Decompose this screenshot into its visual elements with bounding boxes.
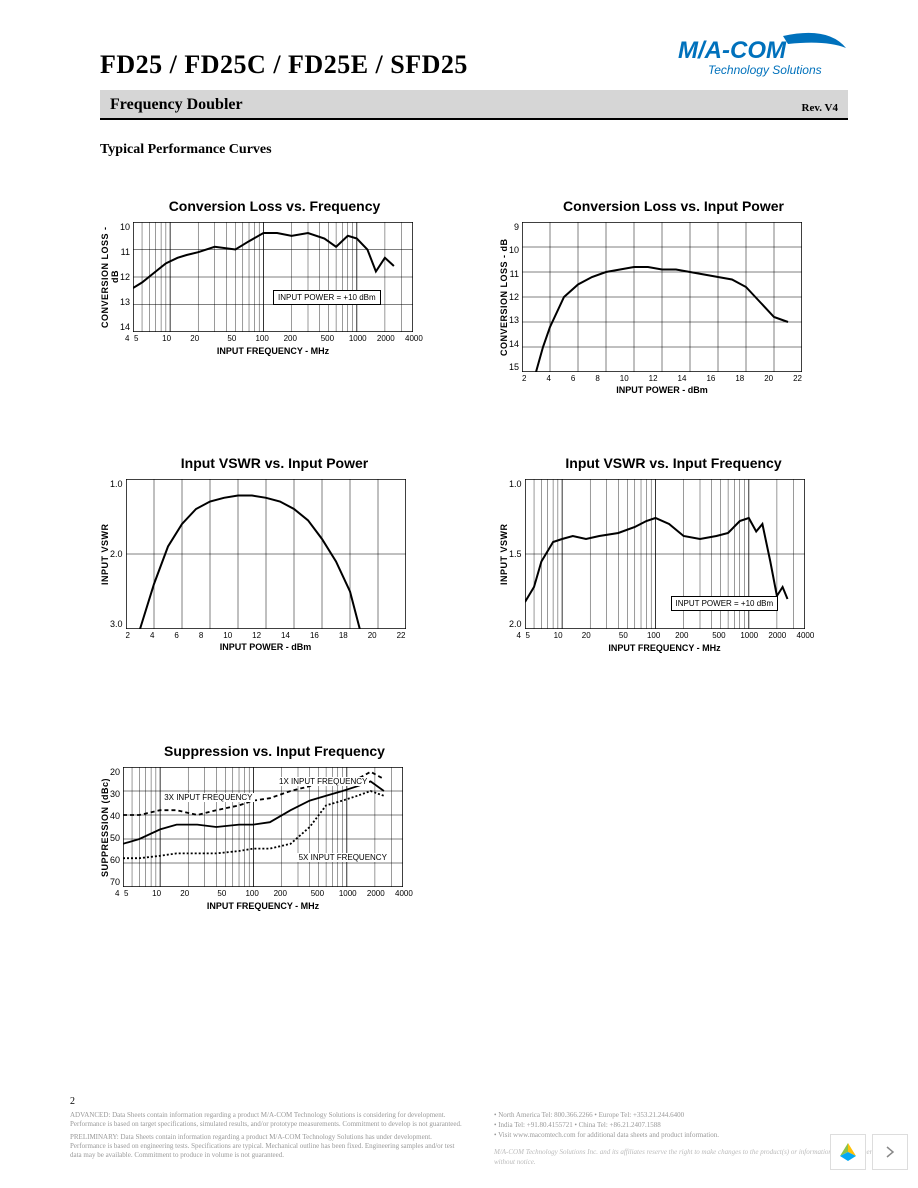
- pdf-nav-widget: [830, 1134, 908, 1170]
- plot-area: [126, 479, 406, 629]
- footer-left: ADVANCED: Data Sheets contain informatio…: [70, 1111, 464, 1168]
- svg-text:Technology Solutions: Technology Solutions: [708, 63, 822, 77]
- chart-vswr-power: Input VSWR vs. Input Power INPUT VSWR 1.…: [100, 455, 449, 653]
- x-axis-label: INPUT FREQUENCY - MHz: [123, 901, 403, 911]
- section-title: Typical Performance Curves: [100, 142, 848, 158]
- chart-title: Input VSWR vs. Input Frequency: [499, 455, 848, 471]
- chart-title: Conversion Loss vs. Frequency: [100, 198, 449, 214]
- chart-title: Conversion Loss vs. Input Power: [499, 198, 848, 214]
- chart-title: Suppression vs. Input Frequency: [100, 743, 449, 759]
- y-ticks: 203040506070: [110, 767, 120, 887]
- chart-annotation: INPUT POWER = +10 dBm: [273, 290, 381, 305]
- x-ticks: 45102050100200500100020004000: [525, 631, 805, 641]
- x-ticks: 246810121416182022: [522, 374, 802, 383]
- x-axis-label: INPUT POWER - dBm: [126, 642, 406, 652]
- page-number: 2: [70, 1096, 888, 1107]
- series-label: 1X INPUT FREQUENCY: [277, 777, 369, 786]
- x-ticks: 45102050100200500100020004000: [123, 889, 403, 899]
- x-ticks: 45102050100200500100020004000: [133, 334, 413, 344]
- x-axis-label: INPUT FREQUENCY - MHz: [133, 346, 413, 356]
- nav-next-icon[interactable]: [872, 1134, 908, 1170]
- footer-right: • North America Tel: 800.366.2266 • Euro…: [494, 1111, 888, 1168]
- chart-vswr-freq: Input VSWR vs. Input Frequency INPUT VSW…: [499, 455, 848, 653]
- chart-title: Input VSWR vs. Input Power: [100, 455, 449, 471]
- nav-logo-icon[interactable]: [830, 1134, 866, 1170]
- y-axis-label: INPUT VSWR: [100, 479, 110, 629]
- chart-suppression: Suppression vs. Input Frequency SUPPRESS…: [100, 743, 449, 911]
- y-ticks: 1.01.52.0: [509, 479, 522, 629]
- x-axis-label: INPUT FREQUENCY - MHz: [525, 643, 805, 653]
- part-title: FD25 / FD25C / FD25E / SFD25: [100, 30, 468, 80]
- chart-conv-loss-freq: Conversion Loss vs. Frequency CONVERSION…: [100, 198, 449, 395]
- y-ticks: 1011121314: [120, 222, 130, 332]
- y-axis-label: INPUT VSWR: [499, 479, 509, 629]
- series-label: 3X INPUT FREQUENCY: [162, 793, 254, 802]
- x-axis-label: INPUT POWER - dBm: [522, 385, 802, 395]
- y-ticks: 9101112131415: [509, 222, 519, 372]
- series-label: 5X INPUT FREQUENCY: [297, 853, 389, 862]
- plot-area: INPUT POWER = +10 dBm: [133, 222, 413, 332]
- chart-annotation: INPUT POWER = +10 dBm: [671, 596, 779, 611]
- subtitle-bar: Frequency Doubler Rev. V4: [100, 90, 848, 120]
- y-axis-label: CONVERSION LOSS - dB: [499, 222, 509, 372]
- y-axis-label: CONVERSION LOSS - dB: [100, 222, 120, 332]
- header: FD25 / FD25C / FD25E / SFD25 M/A-COM Tec…: [100, 30, 848, 80]
- plot-area: INPUT POWER = +10 dBm: [525, 479, 805, 629]
- y-ticks: 1.02.03.0: [110, 479, 123, 629]
- chart-grid: Conversion Loss vs. Frequency CONVERSION…: [100, 198, 848, 911]
- x-ticks: 246810121416182022: [126, 631, 406, 640]
- plot-area: 1X INPUT FREQUENCY 3X INPUT FREQUENCY 5X I…: [123, 767, 403, 887]
- chart-conv-loss-power: Conversion Loss vs. Input Power CONVERSI…: [499, 198, 848, 395]
- revision: Rev. V4: [802, 102, 838, 114]
- footer: 2 ADVANCED: Data Sheets contain informat…: [70, 1096, 888, 1168]
- company-logo: M/A-COM Technology Solutions: [678, 30, 848, 80]
- y-axis-label: SUPPRESSION (dBc): [100, 767, 110, 887]
- product-type: Frequency Doubler: [110, 96, 243, 114]
- plot-area: [522, 222, 802, 372]
- svg-text:M/A-COM: M/A-COM: [678, 37, 787, 64]
